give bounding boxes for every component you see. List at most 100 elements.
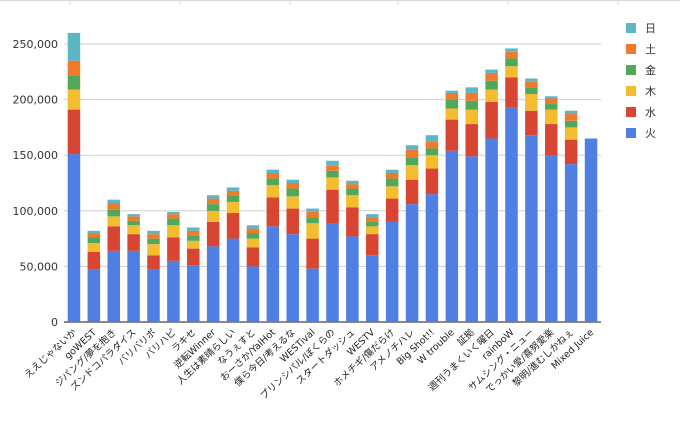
y-tick-label: 150,000: [13, 149, 59, 162]
bar-stack: [226, 187, 240, 322]
legend-label: 木: [645, 85, 656, 98]
bars: [67, 32, 598, 322]
bar-segment: [465, 92, 478, 101]
bar-segment: [564, 110, 578, 115]
bar-segment: [206, 221, 220, 247]
bar-segment: [425, 155, 439, 169]
bar-segment: [266, 178, 280, 186]
bar-segment: [525, 110, 538, 136]
bar-segment: [465, 109, 478, 125]
bar-segment: [366, 255, 379, 322]
bar-segment: [187, 248, 200, 266]
bar-segment: [306, 268, 319, 322]
bar-segment: [266, 197, 280, 227]
bar-segment: [67, 60, 81, 76]
bar-segment: [505, 77, 518, 108]
bar-segment: [226, 213, 240, 239]
bar-segment: [187, 235, 200, 241]
bar-segment: [206, 198, 220, 205]
bar-segment: [127, 250, 140, 322]
bar-segment: [346, 236, 359, 322]
bar-segment: [385, 172, 399, 179]
bar-segment: [485, 101, 498, 139]
y-axis: 0 50,000 100,000 150,000 200,000 250,000: [13, 38, 59, 329]
bar-segment: [147, 234, 160, 239]
bar-segment: [87, 243, 101, 252]
bar-segment: [425, 168, 439, 195]
bar-segment: [286, 234, 299, 322]
bar-stack: [107, 199, 120, 322]
bar-segment: [505, 66, 518, 78]
legend-label: 日: [645, 22, 656, 35]
bar-segment: [87, 237, 101, 244]
bar-segment: [147, 244, 160, 256]
bar-segment: [246, 266, 260, 322]
bar-segment: [266, 169, 280, 173]
bar-segment: [226, 238, 240, 322]
bar-segment: [326, 223, 339, 322]
bar-segment: [286, 196, 299, 209]
legend-swatch: [626, 65, 636, 75]
y-tick-label: 50,000: [20, 260, 59, 273]
bar-segment: [385, 198, 399, 222]
bar-segment: [385, 169, 399, 173]
bar-segment: [167, 218, 180, 226]
legend-swatch: [626, 44, 636, 54]
bar-segment: [286, 183, 299, 189]
bar-segment: [346, 184, 359, 189]
bar-segment: [485, 72, 498, 81]
bar-segment: [67, 32, 81, 61]
bar-segment: [564, 164, 578, 322]
bar-segment: [525, 81, 538, 88]
y-tick-label: 250,000: [13, 38, 59, 51]
bar-segment: [525, 135, 538, 322]
bar-segment: [246, 247, 260, 267]
bar-stack: [445, 90, 459, 322]
bar-segment: [147, 230, 160, 235]
bar-segment: [306, 208, 319, 212]
bar-segment: [405, 179, 419, 205]
bar-segment: [346, 195, 359, 208]
bar-segment: [525, 87, 538, 95]
bar-segment: [385, 186, 399, 199]
bar-segment: [465, 100, 478, 110]
bar-segment: [127, 225, 140, 235]
bar-segment: [445, 92, 459, 100]
bar-segment: [366, 217, 379, 222]
bar-segment: [147, 269, 160, 322]
bar-stack: [246, 225, 260, 322]
legend-swatch: [626, 86, 636, 96]
bar-segment: [445, 108, 459, 120]
bar-segment: [187, 227, 200, 231]
bar-segment: [326, 177, 339, 190]
bar-segment: [545, 104, 558, 110]
bar-stack: [147, 230, 160, 322]
bar-segment: [525, 94, 538, 111]
bar-segment: [246, 233, 260, 239]
bar-segment: [266, 185, 280, 198]
bar-segment: [425, 148, 439, 156]
bar-segment: [226, 190, 240, 196]
bar-segment: [545, 155, 558, 322]
bar-segment: [167, 214, 180, 219]
bar-segment: [286, 179, 299, 183]
bar-segment: [445, 99, 459, 109]
bar-segment: [187, 265, 200, 322]
legend-label: 土: [645, 43, 656, 56]
bar-segment: [405, 145, 419, 150]
bar-segment: [246, 225, 260, 229]
bar-segment: [425, 135, 439, 142]
legend-label: 火: [645, 127, 656, 140]
bar-segment: [485, 80, 498, 90]
bar-segment: [306, 211, 319, 218]
bar-segment: [87, 233, 101, 238]
bar-segment: [564, 114, 578, 121]
bar-segment: [465, 87, 478, 93]
bar-segment: [485, 89, 498, 102]
bar-segment: [67, 89, 81, 110]
y-tick-label: 100,000: [13, 205, 59, 218]
legend-label: 金: [645, 63, 656, 77]
bar-stack: [346, 180, 359, 322]
bar-stack: [525, 78, 538, 322]
